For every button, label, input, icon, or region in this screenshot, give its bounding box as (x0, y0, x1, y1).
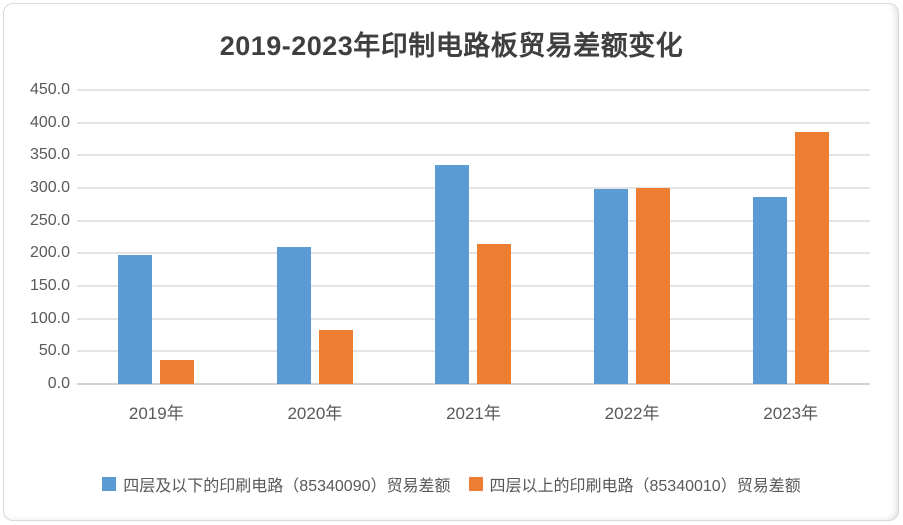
plot-area (77, 89, 870, 385)
bar-groups (77, 90, 870, 384)
gridline (77, 350, 870, 353)
bar (594, 189, 629, 384)
x-axis-label: 2023年 (763, 404, 819, 423)
legend-label: 四层及以下的印刷电路（85340090）贸易差额 (123, 478, 451, 495)
y-tick-label: 100.0 (29, 309, 70, 327)
bar-group-2020年 (236, 90, 395, 384)
y-tick-label: 300.0 (29, 179, 70, 196)
bar (318, 330, 353, 384)
bar (794, 132, 829, 384)
y-tick-label: 450.0 (29, 81, 70, 98)
x-axis-label: 2019年 (128, 404, 184, 423)
y-tick-label: 200.0 (29, 244, 70, 262)
legend-item: 四层以上的印刷电路（85340010）贸易差额 (468, 472, 801, 496)
bar-group-2021年 (394, 90, 553, 384)
gridline (77, 154, 870, 157)
legend-label: 四层以上的印刷电路（85340010）贸易差额 (489, 478, 801, 495)
bar (477, 243, 512, 384)
y-tick-label: 400.0 (29, 113, 70, 131)
bar (752, 197, 787, 384)
gridline (77, 285, 870, 287)
bar (435, 165, 470, 384)
x-axis-label: 2022年 (604, 404, 660, 423)
y-tick-label: 350.0 (29, 146, 70, 164)
legend: 四层及以下的印刷电路（85340090）贸易差额 四层以上的印刷电路（853400… (0, 472, 903, 496)
bar (276, 246, 311, 384)
legend-item: 四层及以下的印刷电路（85340090）贸易差额 (102, 472, 451, 496)
legend-swatch-icon (468, 477, 483, 491)
x-axis-line (77, 383, 870, 385)
gridline (77, 252, 870, 255)
legend-swatch-icon (102, 477, 117, 491)
x-axis-label: 2021年 (446, 404, 501, 423)
y-tick-label: 250.0 (29, 211, 70, 229)
bar-group-2023年 (711, 90, 870, 384)
gridline (77, 317, 870, 320)
gridline (77, 187, 870, 189)
bar-group-2019年 (77, 90, 236, 384)
y-tick-label: 0.0 (47, 375, 70, 392)
bar (160, 360, 195, 384)
y-tick-label: 150.0 (29, 277, 70, 294)
x-axis-label: 2020年 (287, 404, 343, 423)
gridline (77, 89, 870, 91)
gridline (77, 219, 870, 222)
chart-title: 2019-2023年印制电路板贸易差额变化 (219, 31, 684, 61)
bar (636, 188, 671, 384)
gridline (77, 121, 870, 124)
bar-group-2022年 (553, 90, 712, 384)
y-tick-label: 50.0 (38, 342, 70, 360)
bar (118, 255, 153, 384)
